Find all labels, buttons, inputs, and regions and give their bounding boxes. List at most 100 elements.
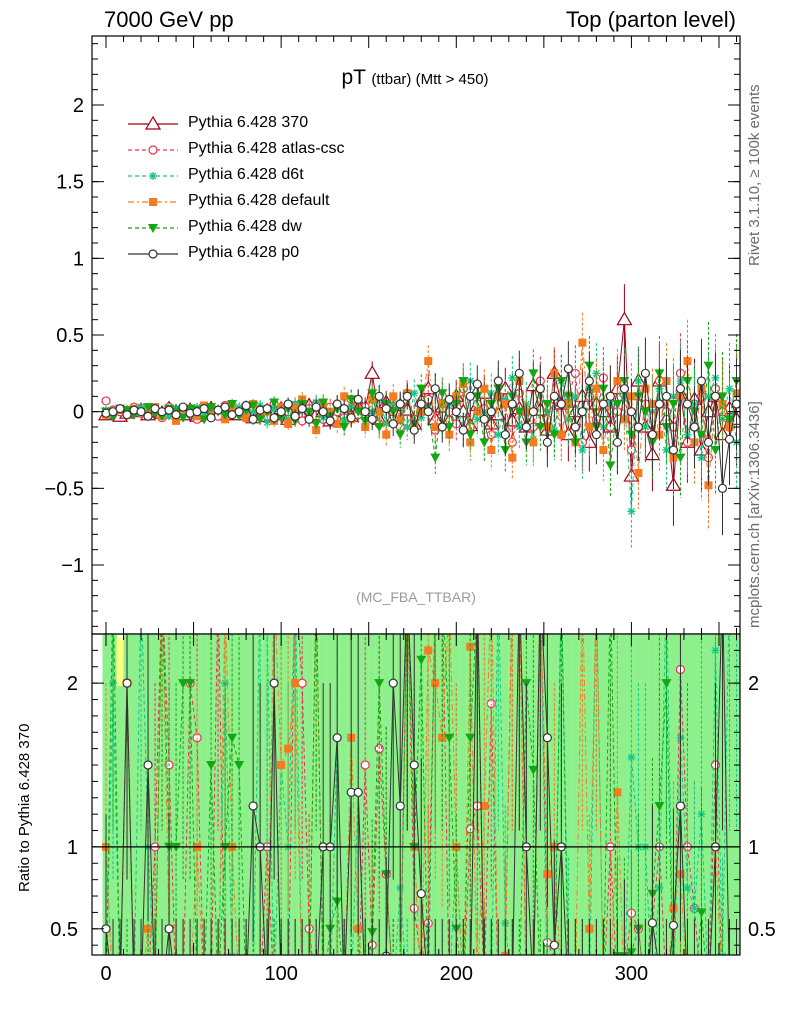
ratio-point: [543, 990, 551, 998]
data-point: [395, 399, 405, 409]
data-point: [424, 357, 433, 366]
ratio-point: [507, 990, 517, 999]
ratio-point: [332, 733, 342, 743]
data-point: [284, 419, 293, 428]
ratio-point: [130, 990, 138, 998]
data-point: [696, 376, 707, 386]
ratio-point: [207, 990, 215, 998]
data-point: [472, 379, 482, 389]
ratio-point: [129, 990, 139, 999]
data-point: [143, 411, 153, 421]
ratio-point: [529, 990, 537, 998]
ratio-point: [724, 990, 734, 999]
ratio-point: [144, 924, 153, 933]
ratio-point: [214, 581, 222, 589]
ratio-point: [542, 733, 552, 743]
ratio-point: [235, 990, 243, 998]
ratio-point: [438, 990, 446, 998]
ratio-point: [165, 990, 173, 998]
ratio-point: [326, 990, 334, 998]
ratio-point: [585, 990, 593, 998]
ratio-point: [690, 990, 698, 998]
data-point: [480, 384, 489, 393]
ratio-point: [360, 990, 370, 999]
data-point: [220, 410, 231, 420]
ratio-point: [682, 990, 692, 999]
ratio-point: [291, 581, 299, 589]
ratio-point: [179, 990, 187, 998]
ratio-point: [669, 990, 677, 998]
data-point: [704, 392, 713, 401]
ratio-point: [606, 990, 614, 998]
ratio-point: [417, 990, 425, 998]
ratio-point: [536, 581, 544, 589]
data-point: [101, 396, 111, 406]
ratio-y-tick-label: 0.5: [748, 919, 776, 941]
ratio-point: [445, 990, 453, 998]
ratio-band-inner: [669, 634, 678, 955]
data-point: [283, 399, 293, 409]
data-point: [115, 404, 125, 414]
ratio-point: [599, 990, 607, 998]
ratio-point: [410, 990, 418, 998]
ratio-point: [641, 990, 649, 998]
data-point: [535, 423, 546, 432]
ratio-point: [515, 581, 523, 589]
data-point: [668, 445, 679, 455]
ratio-point: [416, 889, 426, 899]
ratio-point: [627, 990, 635, 998]
ratio-point: [599, 990, 607, 998]
ratio-point: [318, 990, 328, 999]
ratio-point: [388, 990, 398, 999]
ratio-point: [164, 924, 174, 934]
ratio-point: [487, 990, 495, 998]
ratio-point: [592, 581, 600, 589]
legend-marker: [148, 249, 158, 259]
ratio-point: [102, 990, 110, 998]
data-point: [598, 399, 608, 409]
ratio-point: [536, 581, 544, 589]
ratio-point: [710, 990, 720, 999]
ratio-point: [592, 990, 600, 998]
ratio-point: [431, 990, 439, 998]
ratio-point: [200, 990, 208, 998]
ratio-point: [298, 990, 306, 998]
ratio-point: [172, 990, 180, 998]
ratio-point: [528, 765, 539, 775]
ratio-point: [241, 990, 251, 999]
ratio-point: [305, 990, 313, 998]
ratio-point: [689, 990, 699, 999]
ratio-point: [116, 990, 124, 998]
ratio-point: [711, 646, 720, 655]
ratio-point: [312, 990, 320, 998]
ratio-point: [277, 761, 286, 770]
ratio-point: [487, 990, 495, 998]
ratio-point: [249, 990, 257, 998]
ratio-point: [276, 990, 286, 999]
ratio-point: [193, 990, 201, 998]
ratio-point: [662, 581, 670, 589]
ratio-band-inner: [529, 634, 538, 955]
data-point: [416, 399, 426, 409]
data-point: [634, 469, 643, 477]
data-point: [500, 430, 510, 440]
data-point: [563, 364, 573, 374]
ratio-point: [263, 625, 271, 633]
ratio-point: [627, 753, 636, 762]
ratio-point: [578, 990, 586, 998]
data-point: [172, 416, 181, 425]
ratio-point: [284, 990, 292, 998]
ratio-point: [613, 788, 622, 797]
ratio-point: [277, 990, 285, 998]
ratio-point: [193, 990, 201, 998]
ratio-point: [213, 990, 223, 999]
ratio-point: [375, 990, 383, 998]
data-point: [578, 446, 587, 454]
ratio-point: [585, 990, 593, 998]
data-point: [340, 416, 349, 425]
data-point: [675, 384, 686, 394]
ratio-point: [136, 990, 146, 999]
ratio-point: [221, 990, 229, 998]
data-point: [458, 377, 469, 386]
ratio-point: [515, 581, 523, 589]
